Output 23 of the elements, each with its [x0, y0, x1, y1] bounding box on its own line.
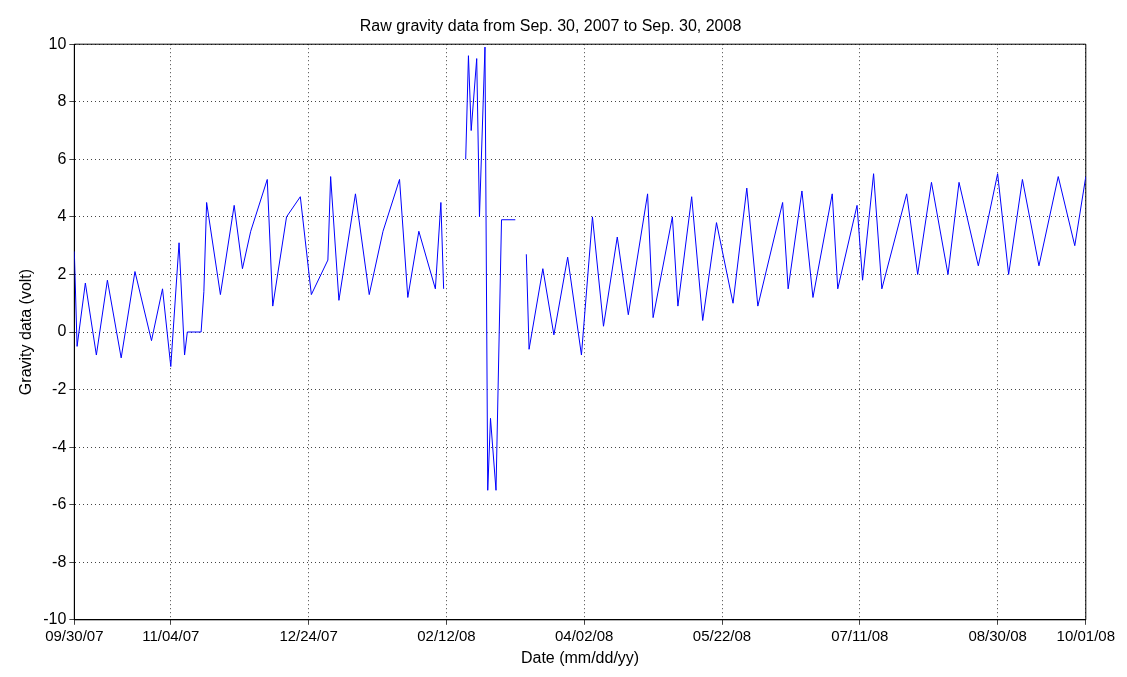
y-tick-label: -4 — [52, 437, 67, 455]
y-tick-label: 8 — [57, 92, 67, 110]
x-tick-label: 09/30/07 — [45, 626, 104, 644]
x-tick-label: 07/11/08 — [831, 626, 889, 644]
y-tick-label: -6 — [52, 495, 67, 513]
y-tick-label: 2 — [57, 264, 67, 282]
y-tick-label: 6 — [57, 149, 67, 167]
y-tick-label: -10 — [43, 610, 67, 628]
y-axis-title: Gravity data (volt) — [17, 268, 35, 396]
x-tick-label: 12/24/07 — [279, 626, 338, 644]
x-tick-label: 02/12/08 — [417, 626, 476, 644]
y-tick-label: 10 — [48, 34, 67, 52]
y-tick-label: 4 — [57, 207, 67, 225]
y-tick-label: 0 — [57, 322, 67, 340]
x-tick-label: 10/01/08 — [1056, 626, 1115, 644]
x-tick-label: 08/30/08 — [968, 626, 1027, 644]
y-tick-label: -2 — [52, 379, 67, 397]
x-tick-label: 04/02/08 — [555, 626, 614, 644]
chart-title: Raw gravity data from Sep. 30, 2007 to Sep. 30, 2008 — [359, 17, 742, 35]
x-tick-label: 05/22/08 — [692, 626, 752, 644]
x-axis-title: Date (mm/dd/yy) — [520, 648, 640, 666]
y-tick-label: -8 — [52, 552, 67, 570]
x-tick-label: 11/04/07 — [142, 626, 200, 644]
